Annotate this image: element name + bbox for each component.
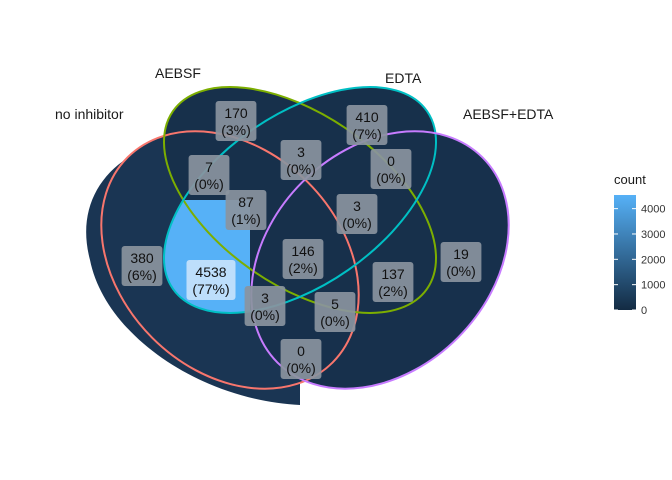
region-label: 5(0%) xyxy=(314,292,356,332)
region-count: 5 xyxy=(331,296,339,312)
set-label-2: AEBSF xyxy=(155,65,201,81)
region-label: 170(3%) xyxy=(215,101,257,141)
region-label-box xyxy=(186,260,236,300)
region-count: 0 xyxy=(297,343,305,359)
region-label-box xyxy=(280,140,322,180)
region-percent: (0%) xyxy=(320,313,350,329)
region-count: 4538 xyxy=(195,264,226,280)
legend-ticks: 0 1000 2000 3000 4000 xyxy=(614,204,665,317)
region-count: 87 xyxy=(238,194,254,210)
region-count: 3 xyxy=(261,290,269,306)
set-outline-aebsf-edta xyxy=(250,130,510,390)
region-percent: (0%) xyxy=(376,170,406,186)
region-label: 3(0%) xyxy=(336,194,378,234)
region-count: 3 xyxy=(297,144,305,160)
region-percent: (6%) xyxy=(127,267,157,283)
region-count: 19 xyxy=(453,246,469,262)
legend-tick-label: 3000 xyxy=(641,229,665,241)
region-label: 0(0%) xyxy=(280,339,322,379)
region-label: 4538(77%) xyxy=(186,260,236,300)
region-label-box xyxy=(314,292,356,332)
region-label: 137(2%) xyxy=(372,262,414,302)
region-label: 87(1%) xyxy=(225,190,267,230)
region-label-box xyxy=(215,101,257,141)
legend-tick-label: 1000 xyxy=(641,280,665,292)
region-label: 3(0%) xyxy=(244,286,286,326)
region-label-box xyxy=(280,339,322,379)
region-label-box xyxy=(225,190,267,230)
region-label: 3(0%) xyxy=(280,140,322,180)
legend-tick-label: 2000 xyxy=(641,254,665,266)
region-percent: (2%) xyxy=(378,283,408,299)
region-label-box xyxy=(370,149,412,189)
region-label-box xyxy=(372,262,414,302)
set-labels: no inhibitor AEBSF EDTA AEBSF+EDTA xyxy=(55,65,554,122)
legend-tick-label: 0 xyxy=(641,305,647,317)
legend-colorbar xyxy=(614,195,636,310)
region-percent: (3%) xyxy=(221,122,251,138)
region-label-box xyxy=(244,286,286,326)
legend: count 0 1000 2000 3000 4000 xyxy=(614,172,665,317)
region-percent: (0%) xyxy=(446,263,476,279)
region-percent: (7%) xyxy=(352,126,382,142)
region-label: 19(0%) xyxy=(440,242,482,282)
region-labels: 380(6%)170(3%)410(7%)19(0%)7(0%)3(0%) 0(0… xyxy=(121,101,482,379)
region-percent: (0%) xyxy=(194,176,224,192)
set-label-3: EDTA xyxy=(385,70,422,86)
region-label: 0(0%) xyxy=(370,149,412,189)
region-label: 146(2%) xyxy=(282,239,324,279)
region-percent: (0%) xyxy=(342,215,372,231)
region-count: 410 xyxy=(355,109,379,125)
region-label: 410(7%) xyxy=(346,105,388,145)
legend-title: count xyxy=(614,172,646,187)
region-count: 137 xyxy=(381,266,405,282)
region-percent: (77%) xyxy=(192,281,229,297)
region-percent: (0%) xyxy=(286,161,316,177)
region-label-box xyxy=(346,105,388,145)
region-label-box xyxy=(121,246,163,286)
region-label: 7(0%) xyxy=(188,155,230,195)
region-label-box xyxy=(336,194,378,234)
region-count: 3 xyxy=(353,198,361,214)
legend-tick-label: 4000 xyxy=(641,204,665,216)
region-count: 146 xyxy=(291,243,315,259)
region-percent: (2%) xyxy=(288,260,318,276)
region-count: 380 xyxy=(130,250,154,266)
set-label-1: no inhibitor xyxy=(55,106,124,122)
region-percent: (1%) xyxy=(231,211,261,227)
region-label: 380(6%) xyxy=(121,246,163,286)
region-label-box xyxy=(440,242,482,282)
region-count: 7 xyxy=(205,159,213,175)
region-label-box xyxy=(188,155,230,195)
set-label-4: AEBSF+EDTA xyxy=(463,106,554,122)
region-count: 0 xyxy=(387,153,395,169)
set-outline-no-inhibitor xyxy=(100,130,360,390)
region-label-box xyxy=(282,239,324,279)
region-percent: (0%) xyxy=(286,360,316,376)
region-count: 170 xyxy=(224,105,248,121)
region-percent: (0%) xyxy=(250,307,280,323)
